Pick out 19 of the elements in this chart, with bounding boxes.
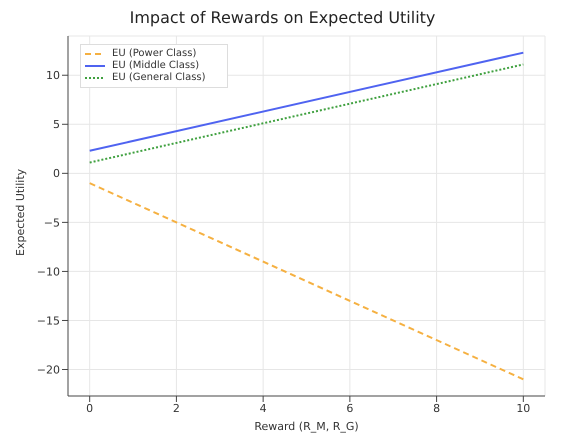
x-tick-label: 8 — [433, 402, 440, 415]
legend-label: EU (Power Class) — [112, 48, 196, 60]
y-tick-label: 5 — [53, 118, 60, 132]
x-tick-label: 6 — [346, 402, 354, 415]
x-tick-label: 2 — [172, 402, 180, 415]
y-tick-label: 0 — [53, 167, 60, 180]
x-tick-label: 4 — [260, 402, 267, 415]
legend-label: EU (Middle Class) — [112, 60, 200, 72]
x-tick-label: 0 — [86, 402, 94, 415]
x-axis-title: Reward (R_M, R_G) — [254, 420, 359, 433]
y-axis-title: Expected Utility — [14, 168, 27, 256]
chart-title: Impact of Rewards on Expected Utility — [128, 8, 436, 29]
y-tick-label: −10 — [36, 265, 60, 278]
y-tick-label: −5 — [44, 216, 60, 230]
x-tick-label: 10 — [516, 402, 530, 415]
legend-label: EU (General Class) — [112, 72, 206, 84]
y-tick-label: −20 — [36, 363, 60, 376]
y-tick-label: 10 — [46, 69, 60, 82]
y-tick-label: −15 — [36, 314, 60, 328]
